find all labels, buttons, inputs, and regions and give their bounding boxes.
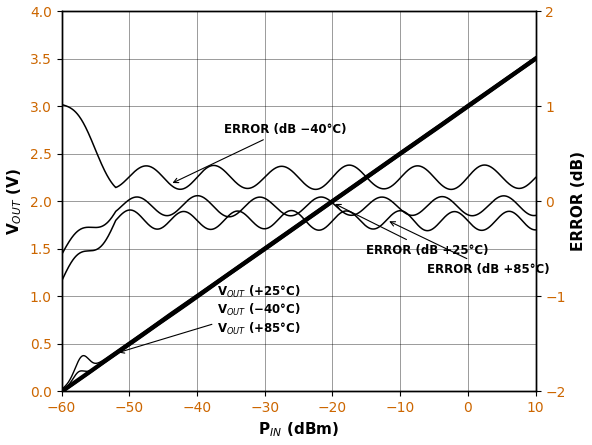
Text: ERROR (dB −40°C): ERROR (dB −40°C) <box>173 123 346 182</box>
Text: ERROR (dB +25°C): ERROR (dB +25°C) <box>336 204 489 257</box>
X-axis label: P$_{IN}$ (dBm): P$_{IN}$ (dBm) <box>258 421 339 440</box>
Text: ERROR (dB +85°C): ERROR (dB +85°C) <box>390 222 550 275</box>
Y-axis label: V$_{OUT}$ (V): V$_{OUT}$ (V) <box>5 168 24 235</box>
Text: V$_{OUT}$ (+25°C)
V$_{OUT}$ (−40°C)
V$_{OUT}$ (+85°C): V$_{OUT}$ (+25°C) V$_{OUT}$ (−40°C) V$_{… <box>120 283 301 353</box>
Y-axis label: ERROR (dB): ERROR (dB) <box>571 151 587 251</box>
